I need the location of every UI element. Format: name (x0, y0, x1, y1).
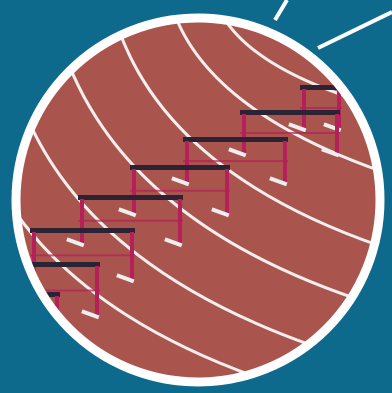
callout-line-icon (317, 10, 392, 50)
hurdle (118, 165, 230, 218)
photo-frame (11, 13, 385, 387)
lane-line (168, 18, 380, 177)
lane-line (58, 39, 380, 312)
hurdle (171, 137, 288, 187)
lane-line (108, 18, 380, 252)
callout-line-icon (273, 0, 289, 22)
hurdle (228, 110, 340, 158)
hurdle (66, 195, 183, 248)
